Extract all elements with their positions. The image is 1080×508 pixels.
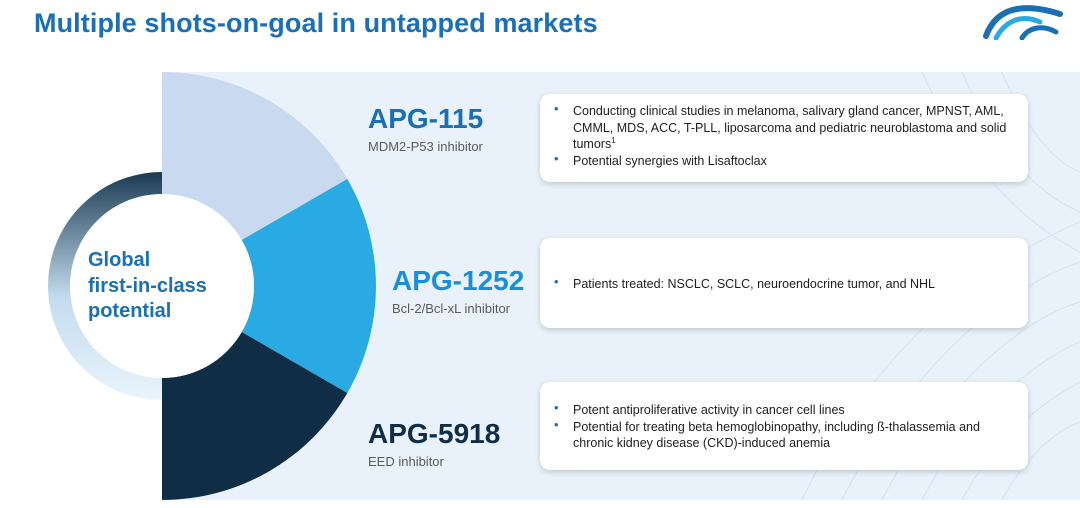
product-apg-5918: APG-5918 EED inhibitor <box>368 418 500 469</box>
bullet-item: Potent antiproliferative activity in can… <box>554 400 1016 419</box>
product-subtitle: Bcl-2/Bcl-xL inhibitor <box>392 301 511 316</box>
bullet-item: Potential synergies with Lisaftoclax <box>554 151 1016 170</box>
center-line-2: first-in-class <box>88 274 207 297</box>
slide-title: Multiple shots-on-goal in untapped marke… <box>34 8 598 38</box>
product-apg-115: APG-115 MDM2-P53 inhibitor <box>368 103 483 154</box>
segment-apg-115 <box>162 72 348 240</box>
segment-apg-5918 <box>162 332 348 500</box>
bullet-item: Conducting clinical studies in melanoma,… <box>554 101 1016 153</box>
bullet-item: Patients treated: NSCLC, SCLC, neuroendo… <box>554 274 1016 293</box>
segment-apg-1252 <box>241 179 376 393</box>
info-card-apg-5918: Potent antiproliferative activity in can… <box>540 382 1028 470</box>
product-subtitle: MDM2-P53 inhibitor <box>368 139 483 154</box>
product-name: APG-1252 <box>392 265 525 296</box>
company-logo-icon <box>983 5 1063 40</box>
product-subtitle: EED inhibitor <box>368 454 444 469</box>
inner-ring-segment <box>48 172 162 400</box>
product-name: APG-5918 <box>368 418 501 449</box>
product-name: APG-115 <box>368 103 484 134</box>
center-line-3: potential <box>88 300 172 322</box>
bullet-item: Potential for treating beta hemoglobinop… <box>554 417 1016 452</box>
info-card-apg-1252: Patients treated: NSCLC, SCLC, neuroendo… <box>540 238 1028 328</box>
product-apg-1252: APG-1252 Bcl-2/Bcl-xL inhibitor <box>392 265 524 316</box>
center-line-1: Global <box>88 249 151 271</box>
center-label: Global first-in-class potential <box>88 248 207 325</box>
info-card-apg-115: Conducting clinical studies in melanoma,… <box>540 94 1028 182</box>
